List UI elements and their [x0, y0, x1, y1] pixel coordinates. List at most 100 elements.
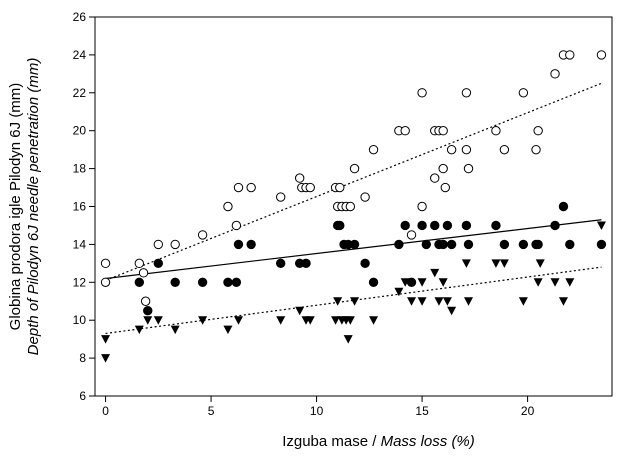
y-tick-label: 24 [73, 48, 87, 62]
open-circle-point [461, 88, 472, 98]
y-tick-label: 26 [73, 10, 87, 24]
open-circle-point [275, 192, 286, 202]
filled-circle-point [463, 239, 474, 250]
open-circle-point [153, 239, 164, 250]
x-tick-label: 20 [521, 404, 535, 418]
triangle-point [331, 316, 341, 325]
open-circle-point [138, 268, 149, 278]
open-circle-point [134, 258, 145, 269]
triangle-point [400, 278, 410, 287]
open-circle-point [140, 296, 151, 306]
triangle-point [343, 335, 353, 344]
triangle-point [101, 335, 111, 344]
triangle-point [447, 306, 457, 316]
filled-circle-point [197, 277, 208, 287]
filled-circle-point [275, 258, 286, 269]
filled-circle-point [400, 220, 410, 231]
tick-labels: 6 8 10 12 14 16 18 20 22 24 26 0 5 10 15 20 [73, 10, 535, 418]
triangle-point [596, 221, 606, 230]
y-tick-label: 14 [73, 237, 87, 251]
open-circle-point [335, 182, 345, 193]
regression-line [105, 219, 602, 280]
filled-circle-point [596, 239, 607, 250]
triangle-point [198, 316, 208, 325]
open-circle-point [440, 182, 450, 193]
y-tick-label: 16 [73, 200, 87, 214]
triangle-point [170, 325, 180, 335]
filled-circle-point [368, 277, 379, 287]
filled-circle-point [438, 239, 448, 250]
x-axis-title-plain: Izguba mase / [282, 433, 380, 450]
triangle-point [101, 354, 111, 363]
open-circle-point [446, 144, 457, 155]
filled-circle-point [223, 277, 233, 287]
x-tick-label: 0 [102, 404, 109, 418]
triangle-point [438, 278, 448, 287]
open-circle-point [417, 201, 427, 212]
open-circle-point [499, 144, 510, 155]
triangle-point [394, 287, 404, 297]
triangle-point [558, 297, 568, 306]
filled-circle-point [461, 220, 472, 231]
triangle-point [233, 316, 243, 325]
x-tick-label: 15 [415, 404, 429, 418]
filled-circle-point [301, 258, 311, 269]
filled-circle-point [421, 239, 432, 250]
filled-circle-point [442, 220, 453, 231]
y-axis-title-line2: Depth of Pilodyn 6J needle penetration (… [25, 58, 42, 356]
open-circle-point [100, 258, 111, 269]
triangle-point [345, 316, 355, 325]
y-axis-title-line1: Globina prodora igle Pilodyn 6J (mm) [7, 83, 24, 331]
filled-circle-point [533, 239, 543, 250]
triangle-point [491, 259, 501, 268]
open-circle-point [565, 50, 575, 60]
filled-circle-point [349, 239, 360, 250]
filled-circle-point [558, 201, 569, 212]
triangle-point [550, 278, 560, 287]
open-circle-point [345, 201, 356, 212]
y-tick-label: 6 [79, 389, 86, 403]
filled-circle-point [246, 239, 256, 250]
triangle-point [134, 325, 144, 335]
open-circle-point [491, 126, 501, 136]
open-circle-point [417, 88, 427, 98]
filled-circle-point [360, 258, 370, 269]
triangle-point [442, 297, 452, 306]
x-tick-label: 5 [208, 404, 215, 418]
open-circle-point [100, 277, 111, 287]
axes [89, 16, 613, 402]
filled-circle-point [491, 220, 501, 231]
filled-circle-point [143, 306, 153, 316]
x-axis-title-italic: Mass loss (%) [381, 433, 475, 450]
triangle-point [369, 316, 379, 325]
filled-circle-point [446, 239, 457, 250]
filled-circle-point [134, 277, 145, 287]
triangle-point [407, 297, 417, 306]
open-circle-point [368, 144, 379, 155]
x-tick-label: 10 [310, 404, 324, 418]
y-axis-title: Globina prodora igle Pilodyn 6J (mm) Dep… [7, 58, 42, 356]
y-tick-label: 18 [73, 162, 87, 176]
open-circle-point [438, 163, 448, 174]
y-tick-label: 20 [73, 124, 87, 138]
triangle-point [499, 259, 509, 268]
open-circle-point [461, 144, 472, 155]
open-circle-point [170, 239, 180, 250]
open-circle-point [246, 182, 256, 193]
triangle-point [417, 297, 427, 306]
y-tick-label: 22 [73, 86, 87, 100]
open-circle-point [463, 163, 474, 174]
open-circle-point [531, 144, 541, 155]
triangle-point [461, 259, 471, 268]
triangle-point [434, 297, 444, 306]
filled-circle-point [233, 239, 244, 250]
open-circle-point [533, 126, 543, 136]
filled-circle-point [550, 220, 560, 231]
filled-circle-point [499, 239, 510, 250]
triangle-point [223, 325, 233, 335]
filled-circle-point [417, 220, 427, 231]
triangle-point [276, 316, 286, 325]
triangle-point [533, 278, 543, 287]
regression-line [105, 82, 602, 281]
